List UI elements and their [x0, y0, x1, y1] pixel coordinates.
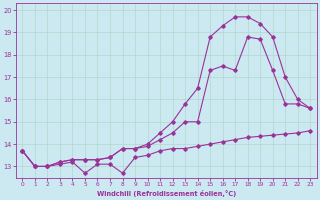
- X-axis label: Windchill (Refroidissement éolien,°C): Windchill (Refroidissement éolien,°C): [97, 190, 236, 197]
